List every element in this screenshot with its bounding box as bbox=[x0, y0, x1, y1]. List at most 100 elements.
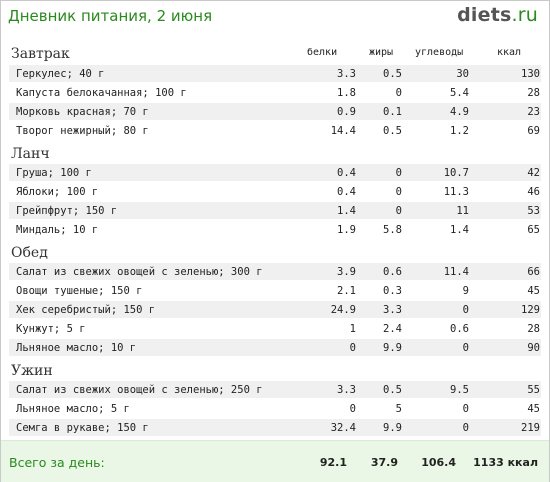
food-kcal: 45 bbox=[527, 284, 540, 297]
meal-heading: Завтрак bbox=[11, 46, 70, 62]
food-carbs: 11.3 bbox=[443, 185, 469, 198]
food-kcal: 69 bbox=[527, 124, 540, 137]
food-fat: 0 bbox=[395, 86, 402, 99]
food-name: Хек серебристый; 150 г bbox=[16, 303, 156, 316]
food-carbs: 0.6 bbox=[450, 322, 469, 335]
food-row[interactable]: Морковь красная; 70 г 0.9 0.1 4.9 23 bbox=[9, 103, 541, 120]
food-carbs: 9.5 bbox=[450, 383, 469, 396]
food-fat: 2.4 bbox=[383, 322, 402, 335]
food-protein: 3.9 bbox=[337, 265, 356, 278]
food-fat: 0 bbox=[395, 166, 402, 179]
total-kcal: 1133 ккал bbox=[473, 456, 538, 469]
total-protein: 92.1 bbox=[319, 456, 347, 469]
food-row[interactable]: Салат из свежих овощей с зеленью; 300 г 3… bbox=[9, 263, 541, 280]
meal-heading: Ужин bbox=[11, 363, 53, 379]
food-row[interactable]: Хек серебристый; 150 г 24.9 3.3 0 129 bbox=[9, 301, 541, 318]
food-protein: 0.4 bbox=[337, 185, 356, 198]
food-protein: 1.8 bbox=[337, 86, 356, 99]
food-name: Капуста белокачанная; 100 г bbox=[16, 86, 187, 99]
food-carbs: 5.4 bbox=[450, 86, 469, 99]
food-kcal: 45 bbox=[527, 402, 540, 415]
totals-bar: Всего за день: 92.1 37.9 106.4 1133 ккал bbox=[1, 440, 549, 482]
food-protein: 32.4 bbox=[330, 421, 356, 434]
food-protein: 0.9 bbox=[337, 105, 356, 118]
logo-tld: .ru bbox=[511, 4, 538, 26]
column-header-kcal: ккал bbox=[497, 47, 522, 58]
food-row[interactable]: Семга в рукаве; 150 г 32.4 9.9 0 219 bbox=[9, 419, 541, 436]
page-title: Дневник питания, 2 июня bbox=[8, 7, 213, 25]
food-row[interactable]: Льняное масло; 5 г 0 5 0 45 bbox=[9, 400, 541, 417]
food-fat: 0.5 bbox=[383, 124, 402, 137]
column-header-protein: белки bbox=[307, 47, 338, 58]
food-protein: 1 bbox=[349, 322, 356, 335]
food-name: Кунжут; 5 г bbox=[16, 322, 86, 335]
food-kcal: 23 bbox=[527, 105, 540, 118]
food-fat: 0.6 bbox=[383, 265, 402, 278]
food-protein: 2.1 bbox=[337, 284, 356, 297]
food-kcal: 28 bbox=[527, 86, 540, 99]
food-carbs: 1.2 bbox=[450, 124, 469, 137]
food-kcal: 55 bbox=[527, 383, 540, 396]
food-fat: 0 bbox=[395, 185, 402, 198]
food-carbs: 1.4 bbox=[450, 223, 469, 236]
food-name: Геркулес; 40 г bbox=[16, 67, 105, 80]
food-fat: 0 bbox=[395, 204, 402, 217]
food-row[interactable]: Капуста белокачанная; 100 г 1.8 0 5.4 28 bbox=[9, 84, 541, 101]
food-name: Грейпфрут; 150 г bbox=[16, 204, 118, 217]
food-protein: 0 bbox=[349, 341, 356, 354]
food-fat: 3.3 bbox=[383, 303, 402, 316]
food-row[interactable]: Груша; 100 г 0.4 0 10.7 42 bbox=[9, 164, 541, 181]
meal-heading: Обед bbox=[11, 245, 48, 261]
food-name: Яблоки; 100 г bbox=[16, 185, 99, 198]
total-fat: 37.9 bbox=[370, 456, 398, 469]
food-name: Груша; 100 г bbox=[16, 166, 92, 179]
food-protein: 1.4 bbox=[337, 204, 356, 217]
totals-label: Всего за день: bbox=[9, 455, 105, 470]
column-header-fat: жиры bbox=[369, 47, 394, 58]
food-row[interactable]: Грейпфрут; 150 г 1.4 0 11 53 bbox=[9, 202, 541, 219]
food-row[interactable]: Салат из свежих овощей с зеленью; 250 г 3… bbox=[9, 381, 541, 398]
food-protein: 0 bbox=[349, 402, 356, 415]
food-name: Салат из свежих овощей с зеленью; 300 г bbox=[16, 265, 263, 278]
food-name: Морковь красная; 70 г bbox=[16, 105, 149, 118]
food-name: Миндаль; 10 г bbox=[16, 223, 99, 236]
food-carbs: 0 bbox=[462, 421, 469, 434]
column-header-carbs: углеводы bbox=[415, 47, 464, 58]
total-carbs: 106.4 bbox=[421, 456, 456, 469]
food-name: Льняное масло; 5 г bbox=[16, 402, 130, 415]
food-protein: 3.3 bbox=[337, 67, 356, 80]
food-carbs: 0 bbox=[462, 402, 469, 415]
food-row[interactable]: Творог нежирный; 80 г 14.4 0.5 1.2 69 bbox=[9, 122, 541, 139]
food-carbs: 0 bbox=[462, 303, 469, 316]
food-kcal: 28 bbox=[527, 322, 540, 335]
logo-main: diets bbox=[457, 4, 512, 26]
food-protein: 24.9 bbox=[330, 303, 356, 316]
food-row[interactable]: Яблоки; 100 г 0.4 0 11.3 46 bbox=[9, 183, 541, 200]
food-protein: 14.4 bbox=[330, 124, 356, 137]
diary-table: Завтрак Геркулес; 40 г 3.3 0.5 30 130 Капуста … bbox=[9, 43, 541, 438]
meal-heading: Ланч bbox=[11, 146, 50, 162]
food-carbs: 11 bbox=[456, 204, 469, 217]
food-row[interactable]: Льняное масло; 10 г 0 9.9 0 90 bbox=[9, 339, 541, 356]
food-kcal: 65 bbox=[527, 223, 540, 236]
food-name: Семга в рукаве; 150 г bbox=[16, 421, 149, 434]
food-kcal: 66 bbox=[527, 265, 540, 278]
site-logo[interactable]: diets.ru bbox=[457, 4, 538, 26]
food-fat: 0.5 bbox=[383, 67, 402, 80]
food-row[interactable]: Кунжут; 5 г 1 2.4 0.6 28 bbox=[9, 320, 541, 337]
food-carbs: 10.7 bbox=[443, 166, 469, 179]
food-fat: 5.8 bbox=[383, 223, 402, 236]
food-carbs: 4.9 bbox=[450, 105, 469, 118]
food-kcal: 219 bbox=[521, 421, 540, 434]
food-row[interactable]: Овощи тушеные; 150 г 2.1 0.3 9 45 bbox=[9, 282, 541, 299]
food-fat: 0.5 bbox=[383, 383, 402, 396]
food-kcal: 130 bbox=[521, 67, 540, 80]
food-fat: 9.9 bbox=[383, 341, 402, 354]
food-kcal: 42 bbox=[527, 166, 540, 179]
food-row[interactable]: Геркулес; 40 г 3.3 0.5 30 130 bbox=[9, 65, 541, 82]
food-name: Овощи тушеные; 150 г bbox=[16, 284, 143, 297]
food-protein: 3.3 bbox=[337, 383, 356, 396]
food-row[interactable]: Миндаль; 10 г 1.9 5.8 1.4 65 bbox=[9, 221, 541, 238]
food-name: Льняное масло; 10 г bbox=[16, 341, 137, 354]
food-name: Салат из свежих овощей с зеленью; 250 г bbox=[16, 383, 263, 396]
